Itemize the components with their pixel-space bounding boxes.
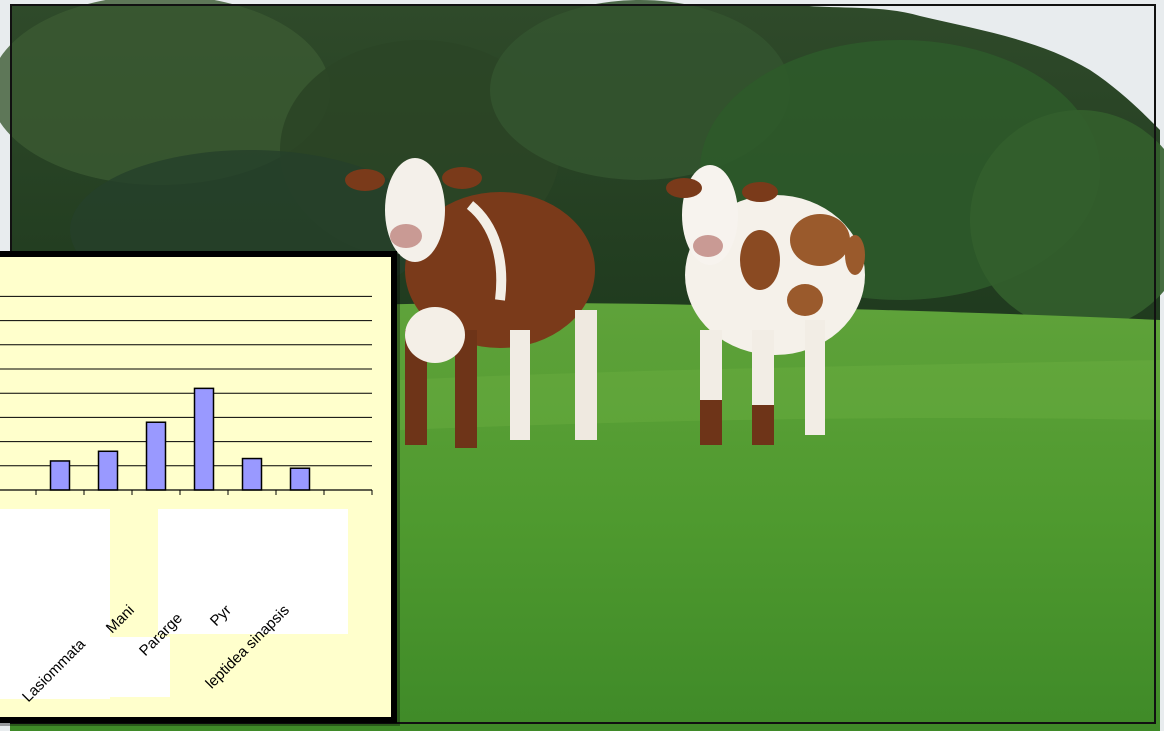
gridlines: [0, 295, 372, 467]
bar: [241, 457, 263, 491]
bars: [49, 387, 311, 491]
label-background: [0, 509, 110, 699]
bar: [97, 450, 119, 491]
label-background: [110, 637, 170, 697]
label-background: [158, 509, 348, 634]
bar: [193, 387, 215, 491]
chart-panel: Lasiommata Mani Pararge Pyr leptidea sinapsi…: [0, 251, 397, 723]
x-axis: [0, 489, 373, 495]
bar: [289, 467, 311, 491]
brown-cow: [345, 158, 597, 448]
bar: [145, 421, 167, 491]
white-brown-cow: [666, 165, 865, 445]
bar: [49, 460, 71, 491]
